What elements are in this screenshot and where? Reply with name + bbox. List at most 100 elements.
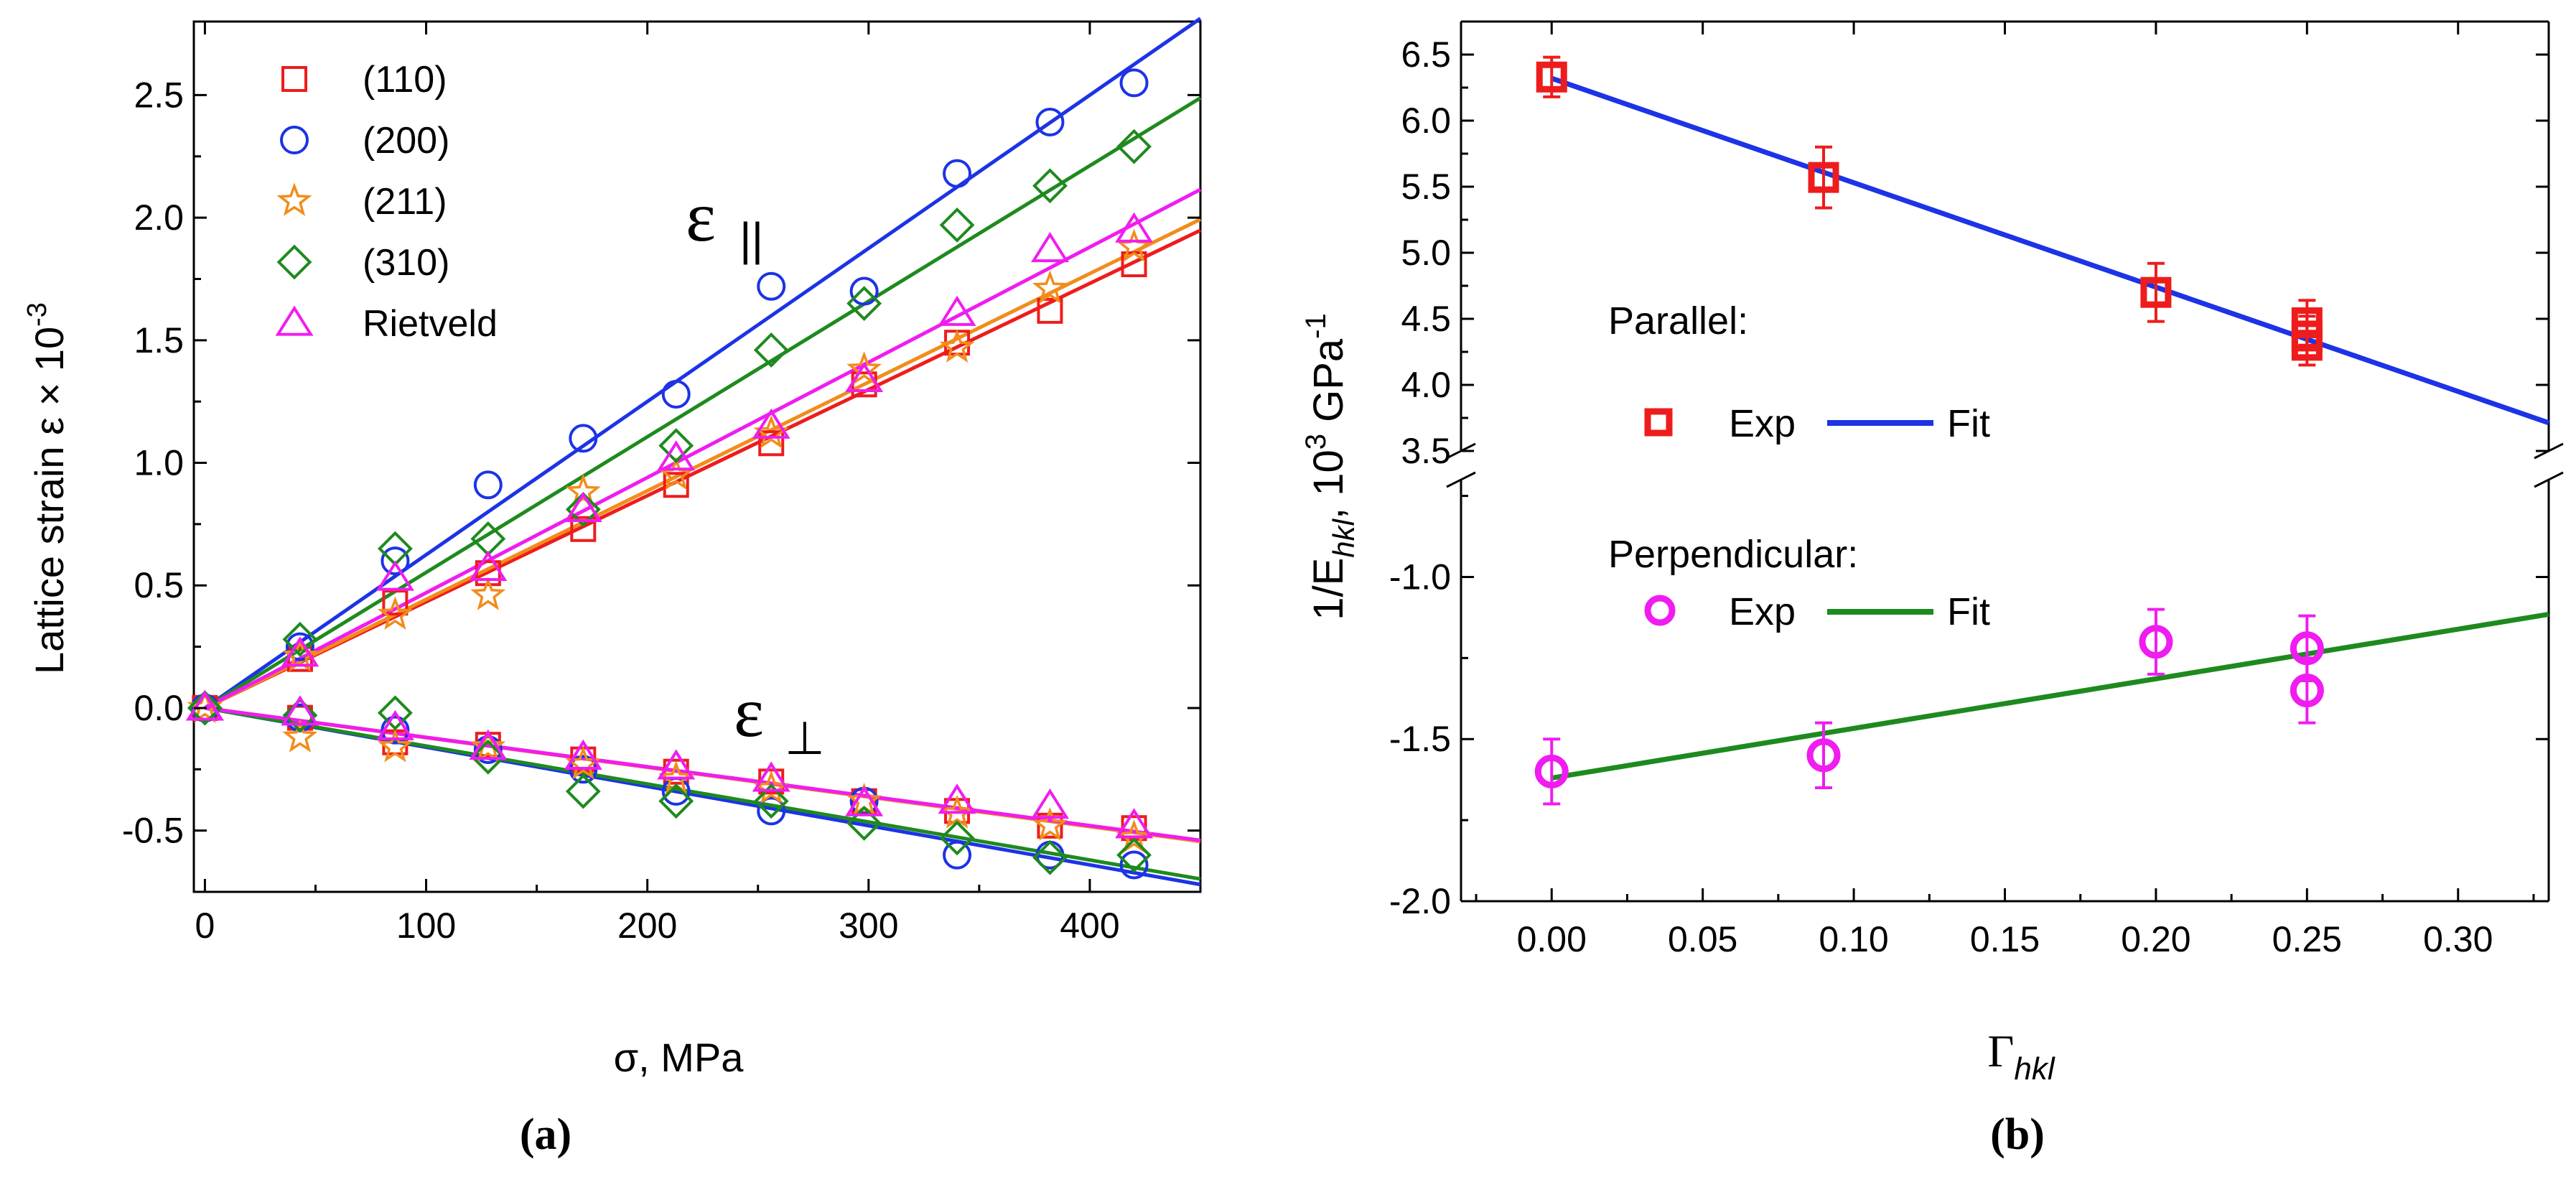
b-xtick-label-1: 0.05: [1668, 919, 1737, 959]
b-axis-ticks: 0.00 0.05 0.10 0.15 0.20 0.25 0.30 3.5 4.0 4.5 5.0…: [1389, 22, 2549, 959]
b-uytick-label-1: 4.0: [1401, 365, 1451, 405]
a-ylabel-exp: -3: [22, 302, 52, 327]
point-perp-2-3: [470, 728, 506, 763]
point-parallel-2-4: [565, 473, 601, 508]
point-parallel-0-2: [382, 590, 409, 616]
b-point-parallel-5: [2291, 330, 2323, 361]
b-fit-lines: [1551, 75, 2550, 781]
point-perp-1-2: [381, 715, 410, 745]
a-xtick-label-2: 200: [617, 906, 677, 946]
panel-a-label: (a): [520, 1110, 571, 1159]
point-perp-4-8: [938, 783, 976, 814]
a-x-axis-label: σ, MPa: [614, 1035, 745, 1080]
b-point-perp-0: [1534, 754, 1569, 788]
point-perp-2-6: [753, 770, 789, 804]
a-legend: (110) (200) (211) (310) Rietveld: [275, 59, 498, 345]
epsilon-parallel-sub: ||: [739, 213, 763, 265]
legend-label-3: (310): [363, 242, 449, 284]
point-parallel-1-9: [1035, 107, 1065, 136]
a-ytick-label-2: 0.5: [134, 565, 184, 605]
point-parallel-1-4: [569, 424, 598, 453]
point-perp-2-9: [1032, 806, 1068, 841]
point-parallel-4-10: [1115, 212, 1154, 243]
legend-label-4: Rietveld: [363, 303, 498, 345]
b-point-perp-1: [1806, 738, 1841, 773]
a-xtick-label-0: 0: [195, 906, 215, 946]
point-parallel-0-9: [1037, 297, 1063, 324]
point-parallel-4-5: [657, 440, 696, 471]
point-perp-3-6: [753, 783, 789, 819]
b-point-perp-2: [2139, 625, 2173, 659]
fit-parallel-2: [204, 218, 1202, 710]
b-xtick-label-2: 0.10: [1819, 919, 1888, 959]
point-parallel-1-1: [285, 632, 314, 661]
point-parallel-2-7: [846, 351, 882, 385]
point-parallel-3-9: [1032, 168, 1068, 204]
point-parallel-2-1: [282, 638, 318, 672]
point-parallel-2-9: [1032, 270, 1068, 304]
legend-label-2: (211): [363, 181, 447, 223]
legend-marker-4: [275, 305, 314, 336]
point-parallel-1-5: [661, 379, 691, 409]
a-plot-frame: [192, 20, 1202, 893]
point-parallel-3-8: [939, 207, 975, 243]
b-break-lower-0: [1446, 471, 1476, 488]
a-xtick-label-1: 100: [396, 906, 456, 946]
point-parallel-0-5: [663, 472, 689, 498]
a-axes-frame: [192, 20, 1202, 893]
a-ytick-label-3: 1.0: [134, 443, 184, 483]
b-uytick-label-5: 6.0: [1401, 101, 1451, 141]
fit-parallel-1: [203, 17, 1202, 709]
point-perp-2-8: [939, 794, 975, 829]
point-perp-1-3: [473, 735, 503, 764]
svg-text:1/Ehkl, 103 GPa-1: 1/Ehkl, 103 GPa-1: [1300, 313, 1361, 620]
b-point-perp-4: [2290, 674, 2324, 707]
panel-b: 0.00 0.05 0.10 0.15 0.20 0.25 0.30 3.5 4.0 4.5 5.0…: [1300, 20, 2564, 1159]
b-uytick-label-0: 3.5: [1401, 431, 1451, 471]
legend-parallel-exp-label: Exp: [1729, 402, 1796, 445]
point-perp-4-7: [845, 786, 884, 816]
point-parallel-0-4: [570, 516, 597, 542]
b-uytick-label-6: 6.5: [1401, 34, 1451, 75]
svg-text:Lattice strain ε × 10-3: Lattice strain ε × 10-3: [22, 302, 72, 674]
a-y-axis-label: Lattice strain ε × 10-3: [22, 302, 72, 674]
b-xtick-label-3: 0.15: [1970, 919, 2040, 959]
b-point-parallel-1: [1808, 162, 1839, 193]
point-parallel-4-4: [564, 491, 602, 523]
b-ylabel-mid: , 10: [1305, 450, 1352, 519]
a-ytick-label-0: -0.5: [122, 811, 184, 851]
legend-marker-3: [276, 244, 312, 280]
legend-marker-1: [280, 126, 309, 154]
a-xtick-label-4: 400: [1060, 906, 1119, 946]
point-perp-4-5: [657, 749, 696, 780]
point-perp-1-6: [757, 796, 786, 826]
point-perp-3-5: [658, 783, 694, 819]
point-perp-3-10: [1116, 837, 1152, 873]
b-point-parallel-0: [1536, 61, 1567, 93]
b-fit-parallel: [1551, 75, 2550, 426]
point-parallel-3-5: [658, 428, 694, 464]
svg-text:Γhkl: Γhkl: [1987, 1025, 2055, 1086]
a-axis-ticks: 0 100 200 300 400 -0.5 0.0 0.5 1.0 1.5 2.0 2.5: [122, 22, 1200, 946]
b-y-axis-label: 1/Ehkl, 103 GPa-1: [1300, 313, 1361, 620]
b-ylabel-sup2: -1: [1300, 313, 1332, 339]
point-perp-4-2: [375, 709, 414, 740]
b-uytick-label-2: 4.5: [1401, 299, 1451, 339]
point-parallel-4-1: [281, 636, 319, 667]
point-parallel-4-8: [938, 295, 976, 326]
panel-a: 0 100 200 300 400 -0.5 0.0 0.5 1.0 1.5 2.0 2.5 (110…: [22, 17, 1202, 1159]
point-parallel-2-3: [470, 577, 506, 610]
fit-perp-3: [204, 706, 1201, 881]
point-perp-3-9: [1032, 839, 1068, 875]
point-perp-3-0: [187, 690, 223, 726]
b-lytick-label-1: -1.5: [1389, 719, 1451, 759]
b-fit-perp: [1551, 611, 2549, 781]
b-xlabel-sub: hkl: [2014, 1051, 2055, 1086]
point-perp-1-8: [943, 840, 972, 870]
point-perp-4-3: [469, 730, 508, 760]
fit-parallel-4: [204, 187, 1202, 710]
a-data-points: [185, 68, 1154, 880]
point-perp-3-4: [565, 773, 601, 809]
point-perp-1-10: [1119, 850, 1149, 880]
